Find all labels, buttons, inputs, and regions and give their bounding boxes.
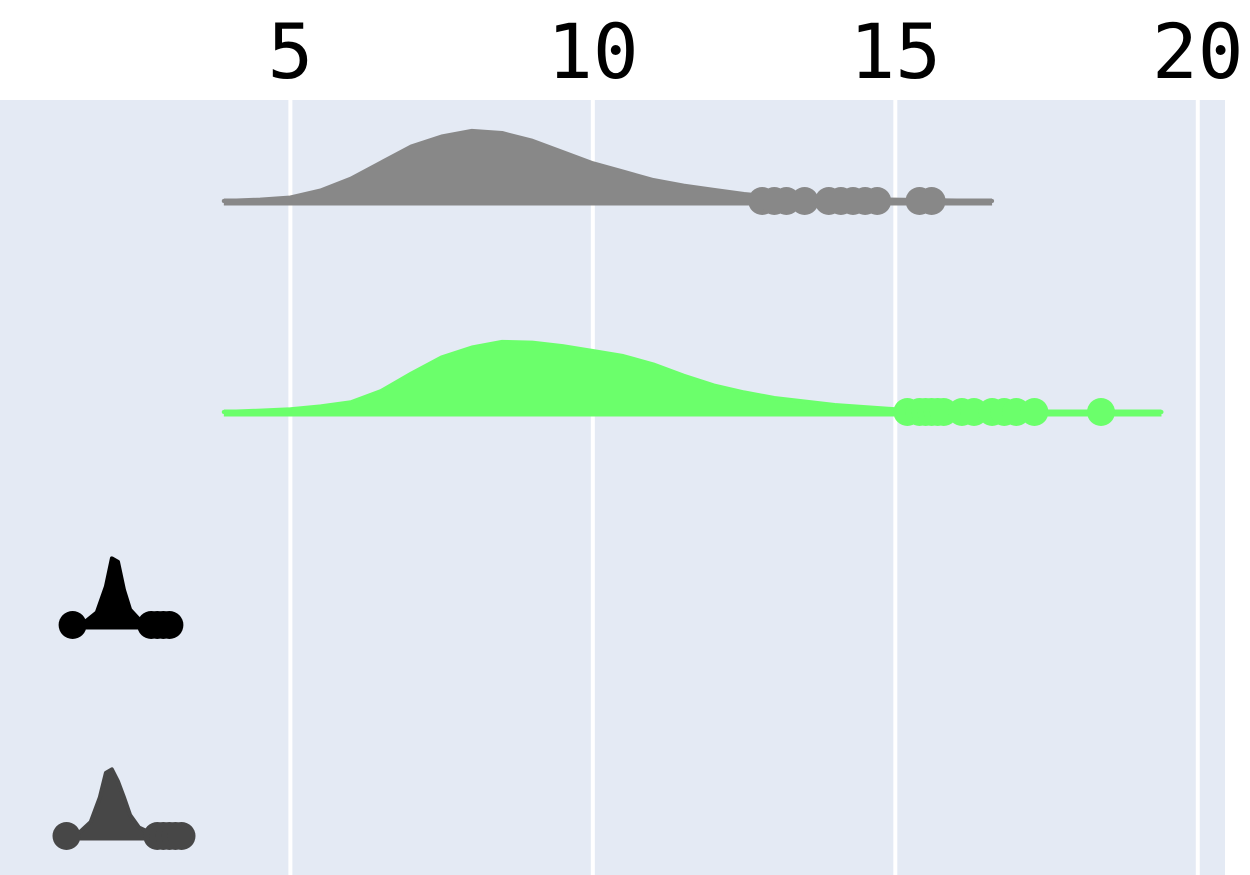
x-tick-label-20: 20 xyxy=(1152,7,1244,96)
outlier-point-1-12 xyxy=(1087,398,1115,426)
x-tick-label-15: 15 xyxy=(850,7,942,96)
outlier-point-0-10 xyxy=(917,187,946,215)
gridlines xyxy=(288,100,1200,875)
outlier-point-2-4 xyxy=(155,611,184,639)
x-tick-label-5: 5 xyxy=(267,7,313,96)
outlier-point-3-0 xyxy=(52,822,81,850)
outlier-point-2-0 xyxy=(58,611,87,639)
outlier-point-3-5 xyxy=(167,822,196,850)
outlier-point-1-11 xyxy=(1020,398,1049,426)
outlier-point-0-3 xyxy=(790,187,819,215)
violins xyxy=(52,128,1164,850)
x-tick-labels: 5 10 15 20 xyxy=(267,7,1243,96)
outlier-point-0-8 xyxy=(863,187,892,215)
x-tick-label-10: 10 xyxy=(547,7,639,96)
violin-shape-1 xyxy=(221,339,1164,414)
plot-background xyxy=(0,100,1225,875)
